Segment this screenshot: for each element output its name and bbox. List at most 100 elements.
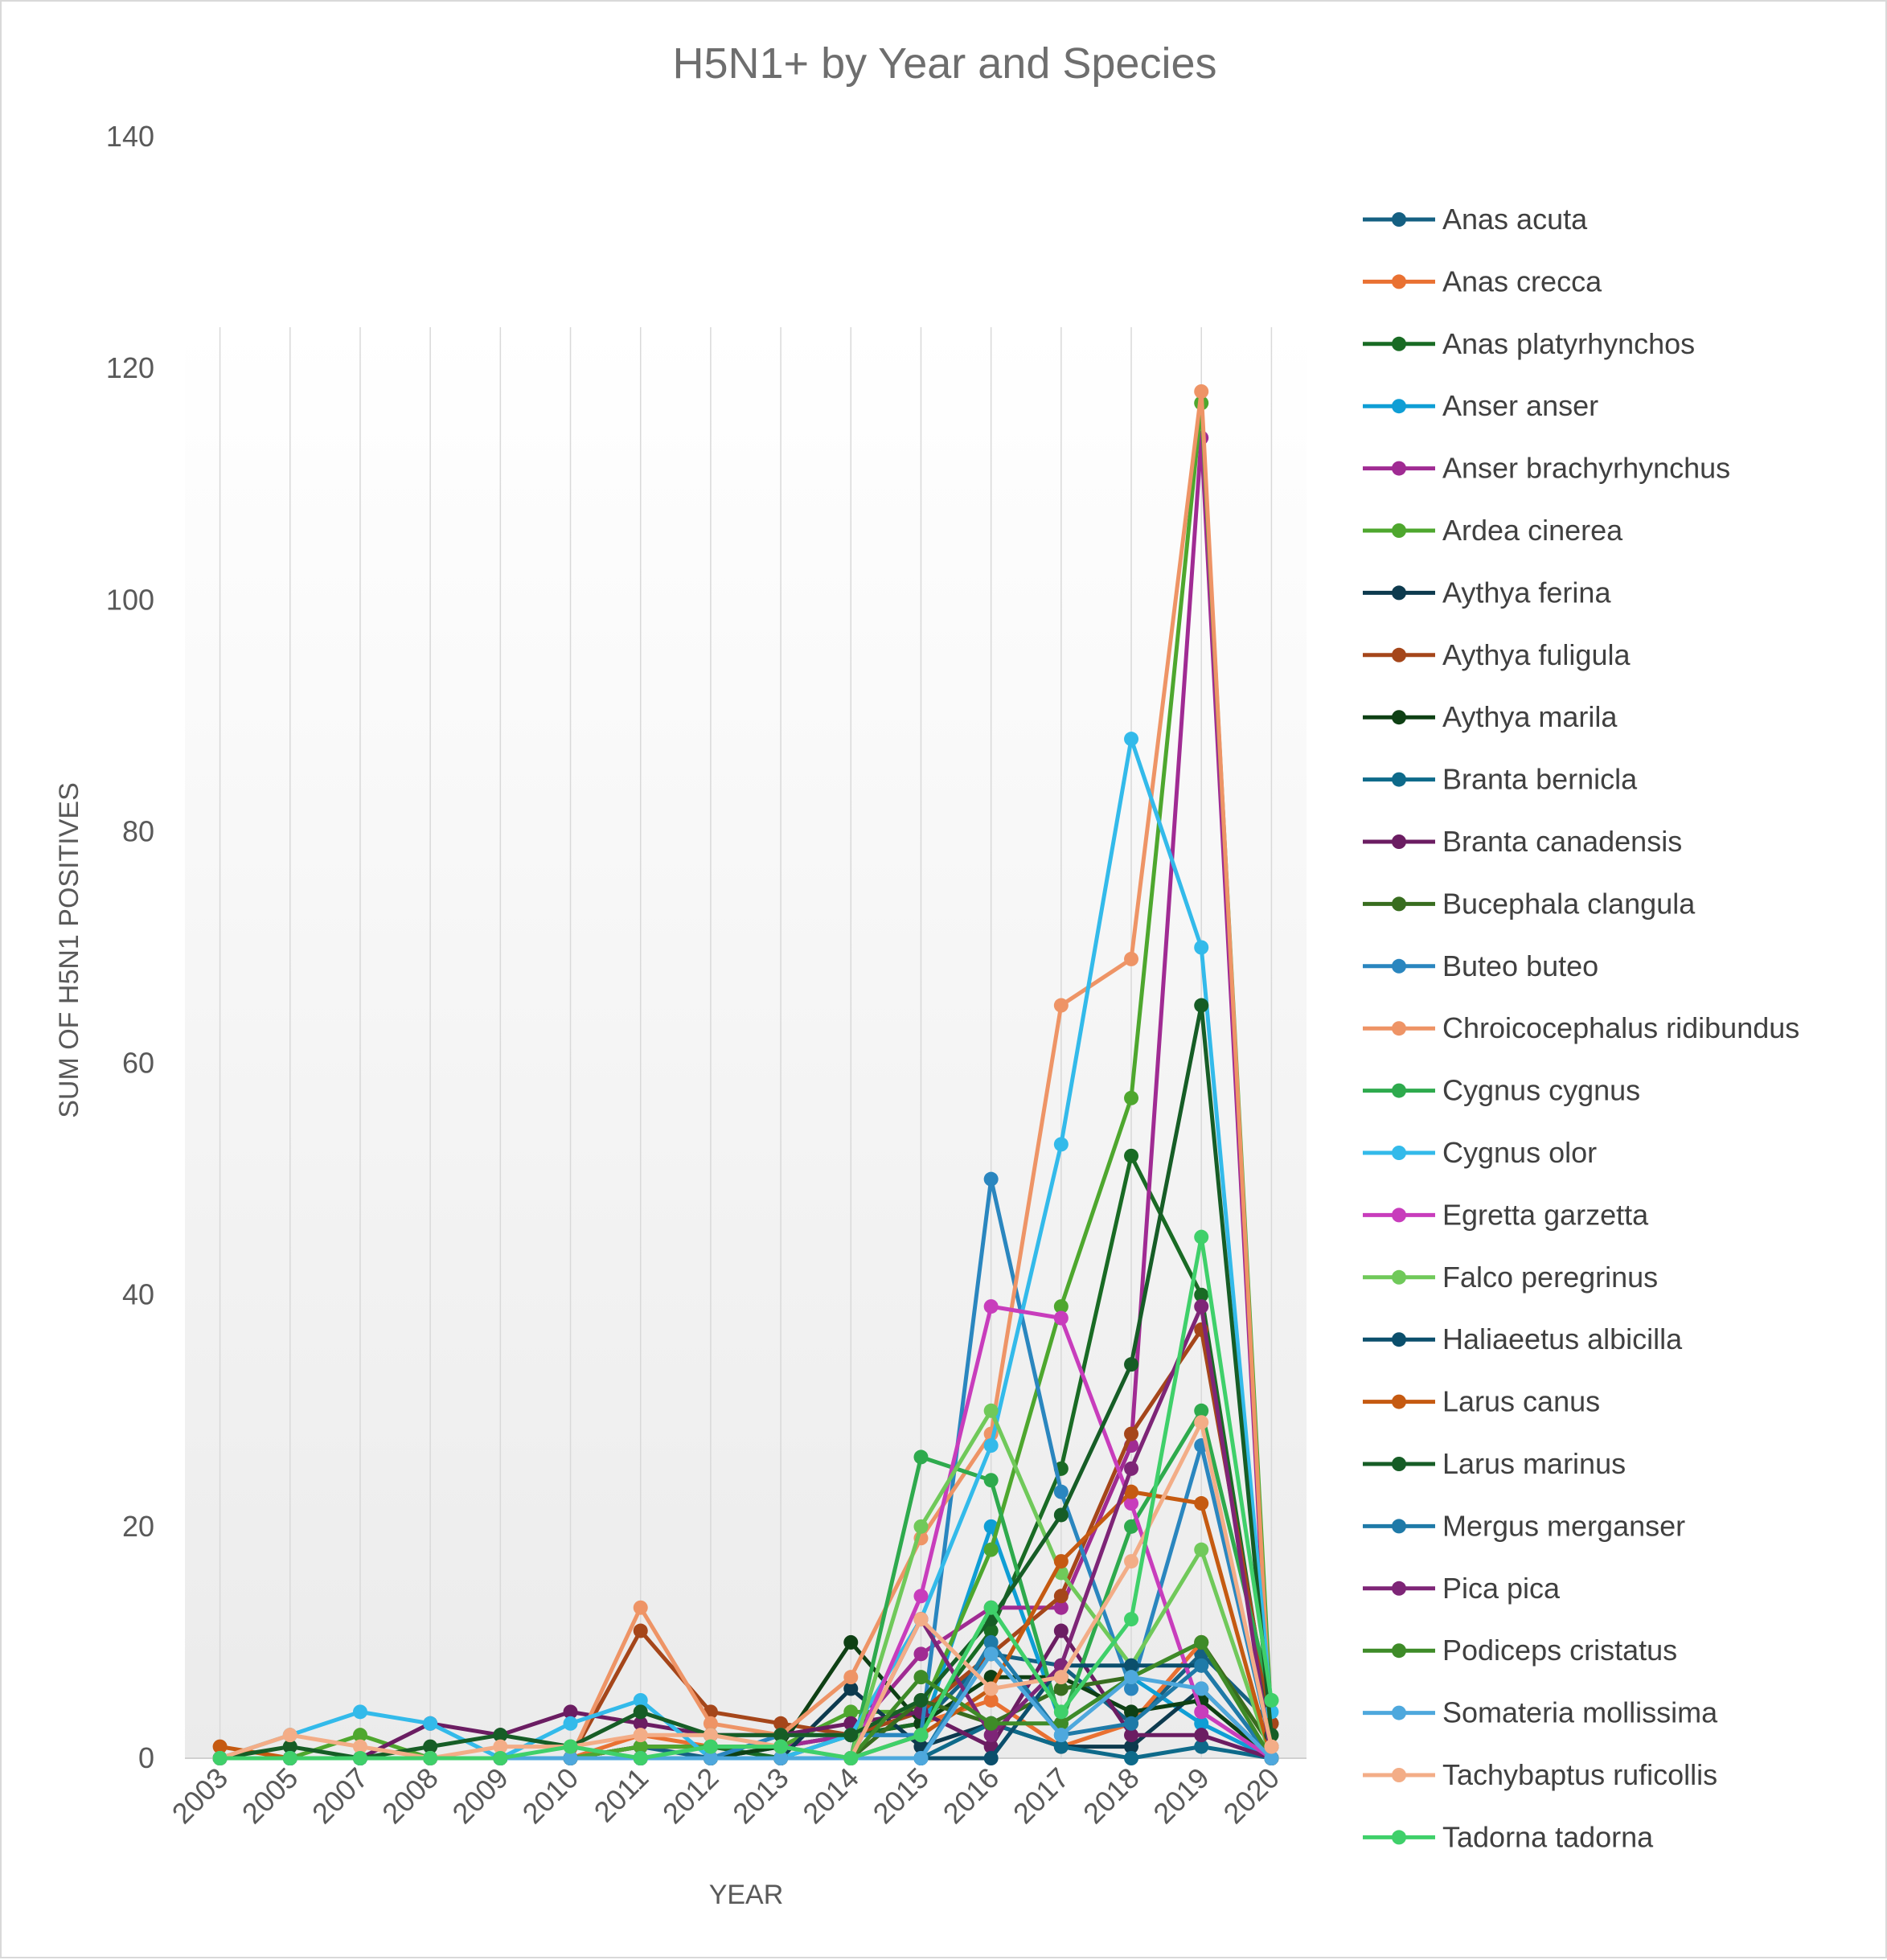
legend-label: Egretta garzetta <box>1442 1198 1649 1231</box>
data-point <box>983 1542 999 1557</box>
legend-item: Aythya ferina <box>1363 576 1611 609</box>
x-tick-label: 2003 <box>166 1761 235 1831</box>
y-tick-label: 80 <box>122 814 154 847</box>
data-point <box>1053 1716 1069 1731</box>
legend-label: Chroicocephalus ridibundus <box>1442 1011 1799 1044</box>
legend-swatch-marker <box>1392 1146 1406 1160</box>
x-tick-label: 2016 <box>937 1761 1006 1831</box>
legend-label: Buteo buteo <box>1442 949 1598 982</box>
data-point <box>633 1623 648 1638</box>
x-tick-label: 2014 <box>796 1761 865 1831</box>
y-tick-label: 40 <box>122 1278 154 1311</box>
data-point <box>423 1751 438 1765</box>
data-point <box>1194 1229 1209 1244</box>
data-point <box>633 1751 648 1765</box>
legend-item: Tadorna tadorna <box>1363 1820 1654 1853</box>
data-point <box>493 1739 508 1754</box>
data-point <box>1053 1137 1069 1152</box>
legend-label: Aythya ferina <box>1442 576 1611 609</box>
data-point <box>282 1739 297 1754</box>
data-point <box>983 1716 999 1731</box>
data-point <box>1194 1403 1209 1418</box>
legend-label: Aythya marila <box>1442 700 1618 733</box>
legend-swatch-marker <box>1392 1332 1406 1347</box>
x-tick-label: 2010 <box>516 1761 585 1831</box>
data-point <box>1194 998 1209 1013</box>
data-point <box>1194 1716 1209 1731</box>
legend-label: Bucephala clangula <box>1442 887 1696 920</box>
data-point <box>843 1634 859 1650</box>
data-point <box>913 1728 929 1743</box>
y-axis-title: SUM OF H5N1 POSITIVES <box>54 782 84 1118</box>
legend-swatch-marker <box>1392 1394 1406 1409</box>
data-point <box>983 1751 999 1765</box>
y-axis-ticks: 0 20 40 60 80 100 120 140 <box>106 120 154 1774</box>
x-tick-label: 2019 <box>1147 1761 1216 1831</box>
legend-item: Branta bernicla <box>1363 763 1638 796</box>
data-point <box>352 1704 367 1720</box>
data-point <box>703 1751 718 1765</box>
data-point <box>1124 1612 1139 1627</box>
legend-label: Tachybaptus ruficollis <box>1442 1758 1717 1791</box>
data-point <box>703 1716 718 1731</box>
legend-item: Cygnus olor <box>1363 1136 1597 1169</box>
legend-item: Haliaeetus albicilla <box>1363 1322 1683 1355</box>
data-point <box>633 1600 648 1615</box>
legend-label: Anser anser <box>1442 389 1598 422</box>
data-point <box>983 1728 999 1743</box>
legend-swatch-marker <box>1392 1208 1406 1223</box>
data-point <box>1194 1739 1209 1754</box>
data-point <box>1124 1357 1139 1372</box>
data-point <box>983 1299 999 1314</box>
data-point <box>773 1728 789 1743</box>
data-point <box>1194 1496 1209 1511</box>
data-point <box>913 1670 929 1685</box>
data-point <box>1264 1692 1279 1708</box>
data-point <box>1053 1728 1069 1743</box>
data-point <box>1124 1704 1139 1720</box>
data-point <box>1124 1426 1139 1441</box>
data-point <box>1124 951 1139 966</box>
legend-item: Chroicocephalus ridibundus <box>1363 1011 1799 1044</box>
legend-item: Larus marinus <box>1363 1447 1626 1480</box>
data-point <box>983 1171 999 1187</box>
data-point <box>423 1739 438 1754</box>
legend-item: Bucephala clangula <box>1363 887 1696 920</box>
data-point <box>983 1438 999 1454</box>
data-point <box>1053 1600 1069 1615</box>
series-line <box>218 1235 1274 1761</box>
data-point <box>1194 1299 1209 1314</box>
data-point <box>212 1751 228 1765</box>
data-point <box>1264 1751 1279 1765</box>
plot-area-background <box>185 327 1307 1758</box>
data-point <box>843 1751 859 1765</box>
legend-swatch-marker <box>1392 523 1406 538</box>
data-point <box>282 1728 297 1743</box>
data-point <box>843 1670 859 1685</box>
data-point <box>1124 1751 1139 1765</box>
data-point <box>1194 940 1209 955</box>
data-point <box>1124 732 1139 747</box>
legend-label: Haliaeetus albicilla <box>1442 1322 1683 1355</box>
data-point <box>563 1739 578 1754</box>
x-tick-label: 2011 <box>588 1761 655 1829</box>
x-tick-label: 2015 <box>866 1761 935 1831</box>
legend-label: Mergus merganser <box>1442 1509 1685 1542</box>
data-point <box>983 1473 999 1488</box>
legend-item: Egretta garzetta <box>1363 1198 1649 1231</box>
data-point <box>563 1751 578 1765</box>
data-point <box>212 1739 228 1754</box>
x-tick-label: 2017 <box>1007 1761 1076 1831</box>
legend-swatch-marker <box>1392 585 1406 601</box>
legend-item: Aythya fuligula <box>1363 638 1631 671</box>
data-point <box>983 1692 999 1708</box>
legend-item: Mergus merganser <box>1363 1509 1685 1542</box>
legend-item: Tachybaptus ruficollis <box>1363 1758 1717 1791</box>
data-point <box>1264 1739 1279 1754</box>
legend-item: Ardea cinerea <box>1363 514 1623 547</box>
legend-label: Branta canadensis <box>1442 825 1682 858</box>
x-tick-label: 2012 <box>656 1761 725 1831</box>
y-tick-label: 140 <box>106 120 154 153</box>
legend-swatch-marker <box>1392 1581 1406 1596</box>
